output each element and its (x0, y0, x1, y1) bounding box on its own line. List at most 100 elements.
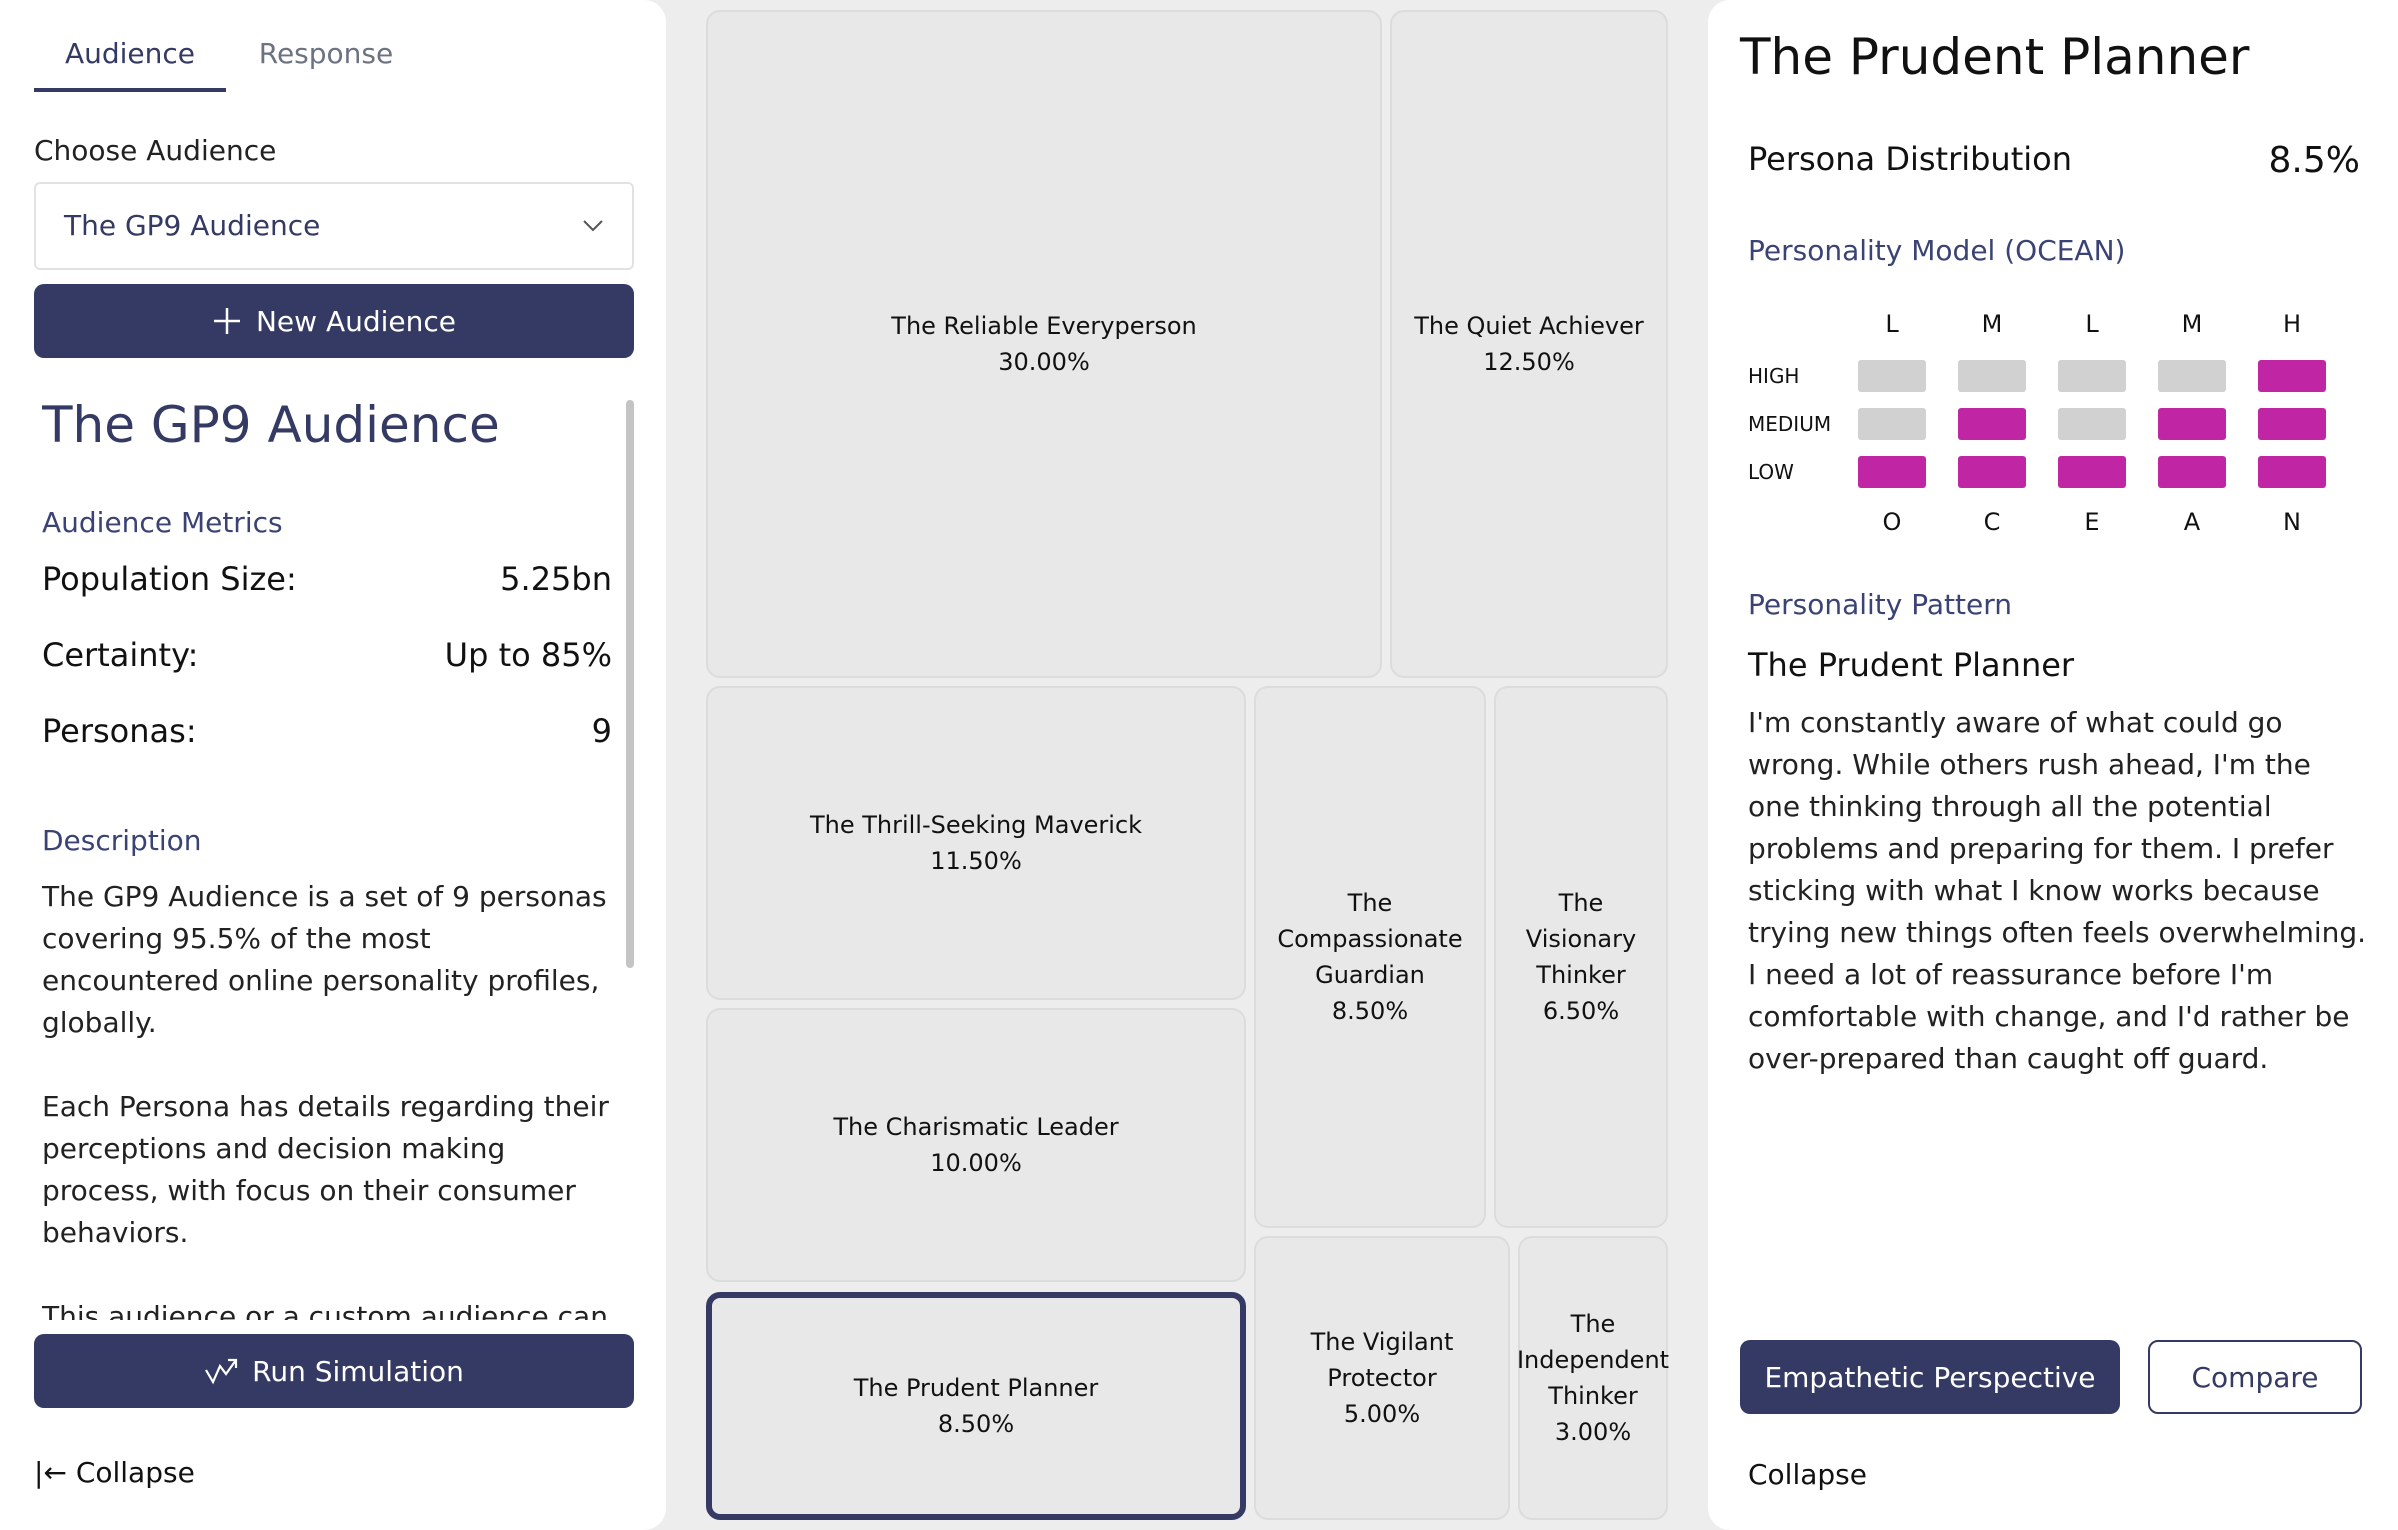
distribution-label: Persona Distribution (1748, 140, 2072, 178)
tile-share: 6.50% (1542, 997, 1620, 1025)
audience-metrics-label: Audience Metrics (42, 506, 283, 539)
tile-name: The Reliable Everyperson (891, 312, 1197, 340)
scrollbar[interactable] (626, 400, 634, 968)
persona-title: The Prudent Planner (1740, 28, 2250, 86)
tile-name: The Thrill-Seeking Maverick (809, 811, 1143, 839)
ocean-trait: A (2183, 508, 2201, 536)
audience-description: The GP9 Audience is a set of 9 personas … (42, 876, 612, 1320)
ocean-cell-n-high (2258, 360, 2326, 392)
empathetic-perspective-button[interactable]: Empathetic Perspective (1740, 1340, 2120, 1414)
tile-share: 11.50% (930, 847, 1022, 875)
ocean-cell-o-medium (1858, 408, 1926, 440)
metric-value: 5.25bn (500, 560, 612, 598)
tile-independent-thinker[interactable]: The Independent Thinker 3.00% (1516, 1236, 1670, 1520)
persona-distribution: Persona Distribution 8.5% (1748, 140, 2360, 181)
tile-share: 5.00% (1343, 1400, 1421, 1428)
ocean-trait-level: M (2181, 310, 2203, 338)
audience-title: The GP9 Audience (42, 396, 500, 454)
ocean-trait: N (2283, 508, 2301, 536)
tile-share: 3.00% (1554, 1418, 1632, 1446)
tile-visionary-thinker[interactable]: The Visionary Thinker 6.50% (1494, 686, 1668, 1228)
tile-charismatic-leader[interactable]: The Charismatic Leader 10.00% (706, 1008, 1246, 1282)
tile-name: The Vigilant Protector (1310, 1328, 1454, 1392)
ocean-cell-a-high (2158, 360, 2226, 392)
collapse-label: Collapse (75, 1456, 195, 1489)
ocean-level-high: HIGH (1748, 364, 1800, 388)
tile-name: The Compassionate Guardian (1277, 889, 1463, 989)
metric-label: Personas: (42, 712, 197, 750)
metric-certainty: Certainty: Up to 85% (42, 636, 612, 674)
ocean-cell-o-high (1858, 360, 1926, 392)
tile-name: The Quiet Achiever (1414, 312, 1644, 340)
tile-share: 8.50% (1331, 997, 1409, 1025)
description-label: Description (42, 824, 202, 857)
metric-value: Up to 85% (444, 636, 612, 674)
ocean-cell-c-low (1958, 456, 2026, 488)
tile-reliable-everyperson[interactable]: The Reliable Everyperson 30.00% (706, 10, 1382, 678)
tile-name: The Charismatic Leader (833, 1113, 1119, 1141)
ocean-label: Personality Model (OCEAN) (1748, 234, 2126, 267)
ocean-cell-c-high (1958, 360, 2026, 392)
tile-prudent-planner[interactable]: The Prudent Planner 8.50% (706, 1292, 1246, 1520)
ocean-trait-level: L (2085, 310, 2099, 338)
pattern-name: The Prudent Planner (1748, 646, 2075, 684)
metric-population: Population Size: 5.25bn (42, 560, 612, 598)
ocean-trait-level: L (1885, 310, 1899, 338)
pattern-description: I'm constantly aware of what could go wr… (1748, 706, 2367, 1075)
metric-value: 9 (591, 712, 612, 750)
ocean-cell-n-low (2258, 456, 2326, 488)
collapse-arrow-icon: |← (34, 1456, 67, 1489)
audience-select[interactable]: The GP9 Audience (34, 182, 634, 270)
audience-details[interactable]: The GP9 Audience Audience Metrics Popula… (42, 396, 612, 1320)
ocean-trait: E (2084, 508, 2100, 536)
persona-treemap: The Reliable Everyperson 30.00% The Quie… (698, 0, 1678, 1530)
ocean-trait-level: M (1981, 310, 2003, 338)
tab-audience[interactable]: Audience (34, 28, 226, 92)
personality-pattern-label: Personality Pattern (1748, 588, 2012, 621)
simulation-arrow-icon (205, 1358, 238, 1385)
ocean-cell-c-medium (1958, 408, 2026, 440)
collapse-left-button[interactable]: |← Collapse (34, 1456, 195, 1489)
description-paragraph: Each Persona has details regarding their… (42, 1090, 609, 1249)
ocean-grid: HIGH MEDIUM LOW L M L M H O C E A N (1748, 310, 2348, 550)
tile-share: 30.00% (998, 348, 1090, 376)
tile-name: The Independent Thinker (1516, 1310, 1670, 1410)
ocean-cell-o-low (1858, 456, 1926, 488)
persona-detail-panel: The Prudent Planner Persona Distribution… (1708, 0, 2398, 1530)
tab-response[interactable]: Response (258, 37, 394, 70)
ocean-cell-a-low (2158, 456, 2226, 488)
audience-select-value: The GP9 Audience (64, 209, 321, 242)
tile-share: 10.00% (930, 1149, 1022, 1177)
ocean-cell-n-medium (2258, 408, 2326, 440)
description-paragraph: This audience or a custom audience can b… (42, 1300, 608, 1320)
ocean-trait-level: H (2282, 310, 2302, 338)
audience-panel: Audience Response Choose Audience The GP… (0, 0, 666, 1530)
plus-icon (213, 308, 240, 334)
tab-bar: Audience Response (34, 28, 634, 92)
ocean-cell-e-low (2058, 456, 2126, 488)
tile-compassionate-guardian[interactable]: The Compassionate Guardian 8.50% (1254, 686, 1486, 1228)
metric-personas: Personas: 9 (42, 712, 612, 750)
chevron-down-icon (583, 220, 603, 232)
tile-share: 12.50% (1483, 348, 1575, 376)
compare-button[interactable]: Compare (2148, 1340, 2362, 1414)
new-audience-button[interactable]: New Audience (34, 284, 634, 358)
ocean-cell-e-high (2058, 360, 2126, 392)
tile-quiet-achiever[interactable]: The Quiet Achiever 12.50% (1390, 10, 1668, 678)
tile-share: 8.50% (937, 1410, 1015, 1438)
tile-vigilant-protector[interactable]: The Vigilant Protector 5.00% (1254, 1236, 1510, 1520)
ocean-level-low: LOW (1748, 460, 1794, 484)
run-simulation-label: Run Simulation (252, 1354, 464, 1388)
collapse-right-button[interactable]: Collapse (1748, 1458, 1867, 1491)
ocean-cell-e-medium (2058, 408, 2126, 440)
description-paragraph: The GP9 Audience is a set of 9 personas … (42, 880, 607, 1039)
ocean-trait: C (1983, 508, 2001, 536)
ocean-trait: O (1882, 508, 1902, 536)
new-audience-label: New Audience (255, 304, 457, 338)
tile-name: The Visionary Thinker (1525, 889, 1637, 989)
metric-label: Certainty: (42, 636, 199, 674)
tile-name: The Prudent Planner (853, 1374, 1099, 1402)
run-simulation-button[interactable]: Run Simulation (34, 1334, 634, 1408)
ocean-cell-a-medium (2158, 408, 2226, 440)
tile-thrill-seeking-maverick[interactable]: The Thrill-Seeking Maverick 11.50% (706, 686, 1246, 1000)
